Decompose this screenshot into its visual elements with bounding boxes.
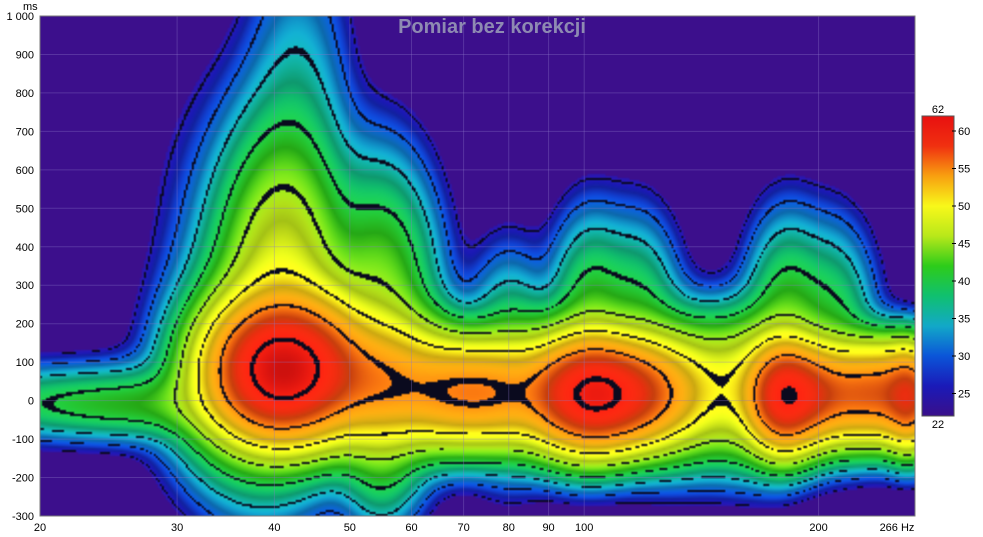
y-tick-label: -200 xyxy=(12,473,34,485)
x-tick-label: 20 xyxy=(34,522,46,534)
y-tick-label: 0 xyxy=(28,396,34,408)
x-tick-label: 90 xyxy=(542,522,554,534)
y-tick-label: 700 xyxy=(16,126,34,138)
grid-lines xyxy=(40,16,915,516)
y-tick-label: 100 xyxy=(16,357,34,369)
x-tick-label: 60 xyxy=(405,522,417,534)
y-tick-label: 800 xyxy=(16,88,34,100)
x-tick-label: 30 xyxy=(171,522,183,534)
colorbar-tick-label: 30 xyxy=(958,351,970,363)
heatmap-surface xyxy=(40,16,915,516)
y-tick-label: 900 xyxy=(16,49,34,61)
colorbar-tick-label: 40 xyxy=(958,276,970,288)
y-tick-label: -100 xyxy=(12,434,34,446)
x-axis-ticks: 20 30 40 50 60 70 80 90 100 200 266 Hz xyxy=(34,522,915,534)
x-tick-label: 100 xyxy=(575,522,593,534)
y-axis-ticks: -300 -200 -100 0 100 200 300 400 500 600 700 800 900… xyxy=(6,11,34,523)
y-tick-label: 400 xyxy=(16,242,34,254)
y-tick-label: 1 000 xyxy=(6,11,34,23)
colorbar-tick-label: 45 xyxy=(958,239,970,251)
x-tick-label: 40 xyxy=(268,522,280,534)
colorbar-tick-label: 50 xyxy=(958,201,970,213)
colorbar-ticks: 25 30 35 40 45 50 55 60 xyxy=(952,126,970,401)
colorbar-max-label: 62 xyxy=(932,104,944,116)
x-tick-label: 70 xyxy=(457,522,469,534)
y-tick-label: 500 xyxy=(16,203,34,215)
y-tick-label: 200 xyxy=(16,319,34,331)
colorbar-min-label: 22 xyxy=(932,419,944,431)
colorbar-tick-label: 55 xyxy=(958,164,970,176)
y-tick-label: -300 xyxy=(12,511,34,523)
x-tick-label: 200 xyxy=(809,522,827,534)
plot-border xyxy=(39,15,916,517)
chart-title: Pomiar bez korekcji xyxy=(398,16,586,38)
colorbar-tick-label: 25 xyxy=(958,389,970,401)
colorbar-tick-label: 60 xyxy=(958,126,970,138)
x-tick-label: 80 xyxy=(503,522,515,534)
x-tick-label: 266 Hz xyxy=(880,522,915,534)
x-tick-label: 50 xyxy=(344,522,356,534)
colorbar-tick-label: 35 xyxy=(958,314,970,326)
y-tick-label: 300 xyxy=(16,280,34,292)
colorbar-swatch xyxy=(921,115,955,417)
y-axis-label: ms xyxy=(23,1,38,13)
colorbar: 62 22 25 30 35 40 45 50 55 60 xyxy=(921,104,970,431)
y-tick-label: 600 xyxy=(16,165,34,177)
